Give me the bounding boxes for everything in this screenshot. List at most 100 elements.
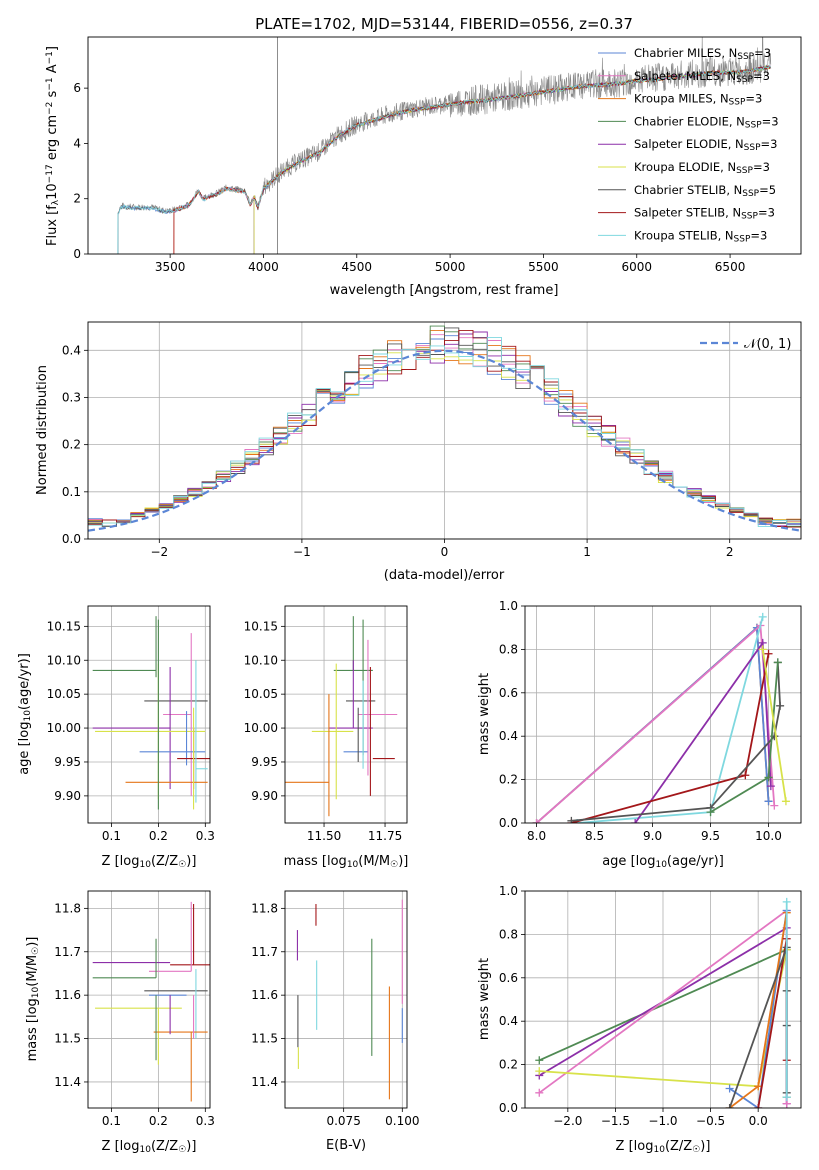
- x-tick-label: −1.0: [648, 1114, 677, 1128]
- y-tick-label: 10.00: [47, 721, 81, 735]
- weight-marker: [532, 819, 541, 823]
- y-axis-label-part: (age/yr)]: [17, 653, 32, 710]
- axes-frame: [87, 36, 802, 255]
- x-axis-label-part: (Z/Z: [665, 1139, 692, 1154]
- axes-frame: [284, 890, 408, 1109]
- y-axis-label-part: −1: [45, 51, 55, 64]
- weight-marker: [758, 612, 767, 621]
- x-tick-label: 0.2: [149, 829, 168, 843]
- y-tick-label: 1.0: [499, 884, 518, 898]
- legend-entry-part: =3: [758, 206, 775, 220]
- y-tick-label: 0.2: [62, 438, 81, 452]
- y-tick-label: 0.6: [499, 971, 518, 985]
- legend-entry: Chabrier STELIB, NSSP=5: [634, 183, 776, 199]
- weight-marker: [725, 1104, 734, 1108]
- axes-mass-vs-ebv: 0.075 0.100 11.4 11.5 11.6 11.7 11.8: [251, 890, 419, 1128]
- y-axis-label-part: 10: [31, 986, 41, 998]
- x-axis-label-part: mass [log: [284, 854, 347, 869]
- legend-entry: Salpeter MILES, NSSP=3: [634, 69, 770, 85]
- x-tick-label: 9.5: [701, 829, 720, 843]
- x-tick-label: 0.2: [149, 1114, 168, 1128]
- y-tick-label: 4: [73, 136, 81, 150]
- y-axis-label: Normed distribution: [35, 365, 50, 495]
- y-axis-label-part: −1: [45, 77, 55, 90]
- axes-frame: [87, 890, 211, 1109]
- plot-area: [88, 322, 801, 539]
- legend-entry: Chabrier ELODIE, NSSP=3: [634, 114, 779, 130]
- y-tick-label: 0.2: [499, 1058, 518, 1072]
- legend-entry-part: SSP: [744, 143, 761, 153]
- x-tick-label: 10.0: [755, 829, 782, 843]
- y-tick-label: 10.15: [47, 619, 81, 633]
- legend-entry-part: Salpeter STELIB, N: [634, 206, 741, 220]
- x-tick-label: 0.1: [102, 829, 121, 843]
- legend-entry: 𝒩(0, 1): [744, 337, 791, 352]
- plot-area: [88, 606, 210, 823]
- x-tick-label: 11.75: [368, 829, 402, 843]
- weight-marker: [776, 701, 785, 710]
- y-tick-label: 10.10: [47, 653, 81, 667]
- x-tick-label: 9.0: [643, 829, 662, 843]
- legend-entry-part: =3: [754, 46, 771, 60]
- y-tick-label: 10.05: [244, 687, 278, 701]
- x-tick-label: 6000: [621, 260, 652, 274]
- x-axis-label-part: 10: [347, 860, 359, 870]
- weight-marker: [754, 1082, 763, 1091]
- x-axis-label: Z [log10(Z/Z☉)]: [102, 854, 197, 870]
- axes-frame: [284, 605, 408, 824]
- y-axis-label-part: mass [log: [25, 998, 40, 1061]
- y-tick-label: 11.8: [251, 901, 278, 915]
- x-tick-label: −0.5: [696, 1114, 725, 1128]
- weight-marker: [766, 782, 775, 791]
- y-tick-label: 11.4: [54, 1075, 81, 1089]
- x-tick-label: 6500: [715, 260, 746, 274]
- x-axis-label-part: )]: [186, 1139, 196, 1154]
- legend-entry-part: SSP: [729, 98, 746, 108]
- y-tick-label: 11.7: [251, 945, 278, 959]
- x-axis-label: (data-model)/error: [384, 568, 505, 583]
- legend-entry-part: Salpeter MILES, N: [634, 69, 736, 83]
- legend-entry-part: Chabrier STELIB, N: [634, 183, 742, 197]
- x-tick-label: 0.1: [102, 1114, 121, 1128]
- normal-curve: [88, 349, 801, 532]
- axes-weight-vs-age: 8.0 8.5 9.0 9.5 10.0 0.0 0.2 0.4 0.6 0.8 1.0: [499, 599, 802, 843]
- x-axis-label-part: 10: [653, 1145, 665, 1155]
- legend-entry-part: SSP: [736, 75, 753, 85]
- weight-marker: [781, 797, 790, 806]
- x-axis-label-part: Z [log: [102, 854, 140, 869]
- x-tick-label: 3500: [155, 260, 186, 274]
- legend-entry-part: SSP: [736, 166, 753, 176]
- axes-frame: [524, 890, 802, 1109]
- x-tick-label: 2: [726, 545, 734, 559]
- legend-entry-part: Kroupa MILES, N: [634, 92, 729, 106]
- x-axis-label-part: )]: [186, 854, 196, 869]
- weight-marker: [773, 658, 782, 667]
- legend-entry-part: =3: [761, 137, 778, 151]
- y-axis-label-part: 10: [23, 710, 33, 722]
- y-axis-label-part: (M/M: [25, 955, 40, 987]
- weight-marker: [782, 1093, 791, 1102]
- weight-marker: [754, 1104, 763, 1108]
- x-axis-label-part: (M/M: [358, 854, 390, 869]
- y-tick-label: 0.4: [499, 1014, 518, 1028]
- y-tick-label: 2: [73, 192, 81, 206]
- legend-entry-part: =3: [762, 114, 779, 128]
- x-axis-label-part: ☉: [390, 860, 398, 870]
- y-axis-label: mass weight: [477, 958, 492, 1040]
- legend-entry-part: SSP: [741, 212, 758, 222]
- x-axis-label: E(B-V): [326, 1138, 366, 1153]
- y-tick-label: 9.90: [54, 789, 81, 803]
- x-tick-label: −2.0: [553, 1114, 582, 1128]
- y-tick-label: 0.3: [62, 390, 81, 404]
- legend-entry-part: SSP: [734, 235, 751, 245]
- y-tick-label: 10.10: [244, 653, 278, 667]
- x-tick-label: 5500: [528, 260, 559, 274]
- chart-title: PLATE=1702, MJD=53144, FIBERID=0556, z=0…: [255, 15, 633, 33]
- legend-entry: Chabrier MILES, NSSP=3: [634, 46, 771, 62]
- y-tick-label: 0.1: [62, 485, 81, 499]
- y-axis-label-part: ]: [45, 46, 60, 51]
- x-tick-label: 0.3: [196, 1114, 215, 1128]
